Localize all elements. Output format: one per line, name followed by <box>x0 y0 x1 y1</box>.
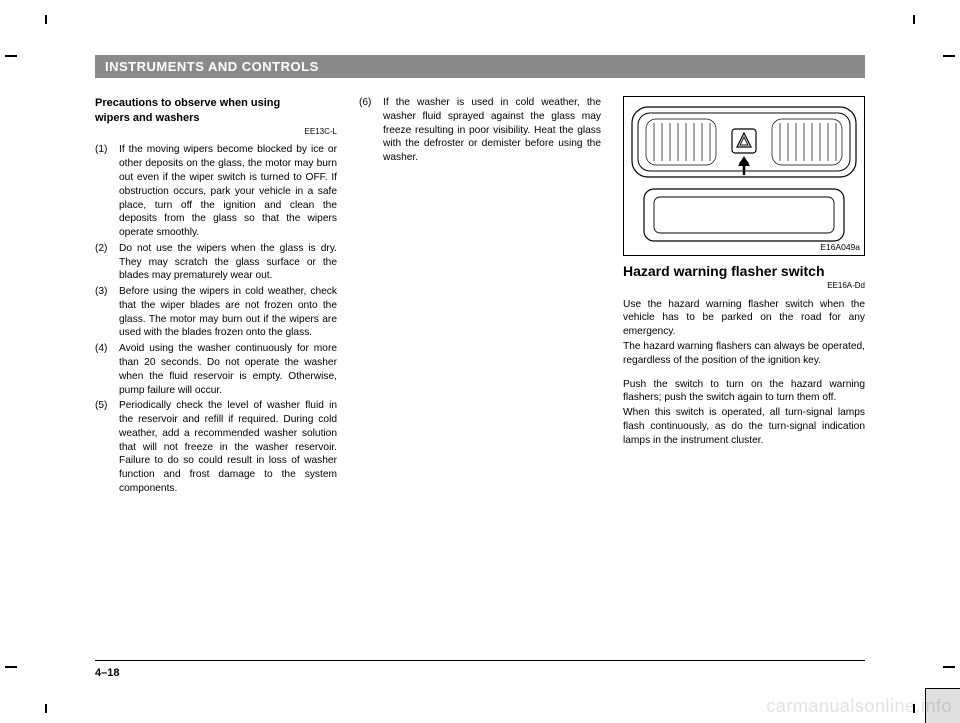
column-2: (6)If the washer is used in cold weather… <box>359 96 601 498</box>
figure-label: E16A049a <box>820 242 860 253</box>
page-content: Precautions to observe when using wipers… <box>95 96 865 498</box>
manual-page: INSTRUMENTS AND CONTROLS Precautions to … <box>0 0 960 723</box>
precautions-list-cont: (6)If the washer is used in cold weather… <box>359 96 601 165</box>
item-text: Do not use the wipers when the glass is … <box>119 242 337 283</box>
item-text: Avoid using the washer continuously for … <box>119 342 337 397</box>
item-text: If the moving wipers become blocked by i… <box>119 143 337 239</box>
item-text: If the washer is used in cold weather, t… <box>383 96 601 165</box>
crop-mark <box>5 666 17 668</box>
watermark: carmanualsonline.info <box>766 696 952 717</box>
list-item: (4)Avoid using the washer continuously f… <box>95 342 337 397</box>
item-num: (4) <box>95 342 119 397</box>
precautions-list: (1)If the moving wipers become blocked b… <box>95 143 337 495</box>
item-text: Periodically check the level of washer f… <box>119 399 337 495</box>
crop-mark <box>45 15 47 24</box>
page-number: 4–18 <box>95 667 119 679</box>
ref-code: EE13C-L <box>95 127 337 138</box>
section-title: INSTRUMENTS AND CONTROLS <box>105 59 319 74</box>
item-num: (3) <box>95 285 119 340</box>
hazard-switch-figure: E16A049a <box>623 96 865 256</box>
item-num: (1) <box>95 143 119 239</box>
list-item: (2)Do not use the wipers when the glass … <box>95 242 337 283</box>
heading-line1: Precautions to observe when using <box>95 97 280 109</box>
item-num: (5) <box>95 399 119 495</box>
column-3: E16A049a Hazard warning flasher switch E… <box>623 96 865 498</box>
column-1: Precautions to observe when using wipers… <box>95 96 337 498</box>
body-text: Use the hazard warning flasher switch wh… <box>623 298 865 339</box>
crop-mark <box>913 15 915 24</box>
ref-code: EE16A-Dd <box>623 281 865 292</box>
list-item: (1)If the moving wipers become blocked b… <box>95 143 337 239</box>
footer-rule <box>95 660 865 661</box>
crop-mark <box>943 666 955 668</box>
body-text: The hazard warning flashers can always b… <box>623 340 865 368</box>
crop-mark <box>943 55 955 57</box>
item-num: (2) <box>95 242 119 283</box>
item-text: Before using the wipers in cold weather,… <box>119 285 337 340</box>
list-item: (3)Before using the wipers in cold weath… <box>95 285 337 340</box>
body-text: When this switch is operated, all turn-s… <box>623 406 865 447</box>
list-item: (6)If the washer is used in cold weather… <box>359 96 601 165</box>
section-header: INSTRUMENTS AND CONTROLS <box>95 55 865 78</box>
dashboard-illustration <box>624 97 864 255</box>
list-item: (5)Periodically check the level of washe… <box>95 399 337 495</box>
hazard-heading: Hazard warning flasher switch <box>623 262 865 281</box>
crop-mark <box>5 55 17 57</box>
body-text: Push the switch to turn on the hazard wa… <box>623 378 865 406</box>
crop-mark <box>45 704 47 713</box>
precautions-heading: Precautions to observe when using wipers… <box>95 96 337 126</box>
item-num: (6) <box>359 96 383 165</box>
heading-line2: wipers and washers <box>95 112 200 124</box>
